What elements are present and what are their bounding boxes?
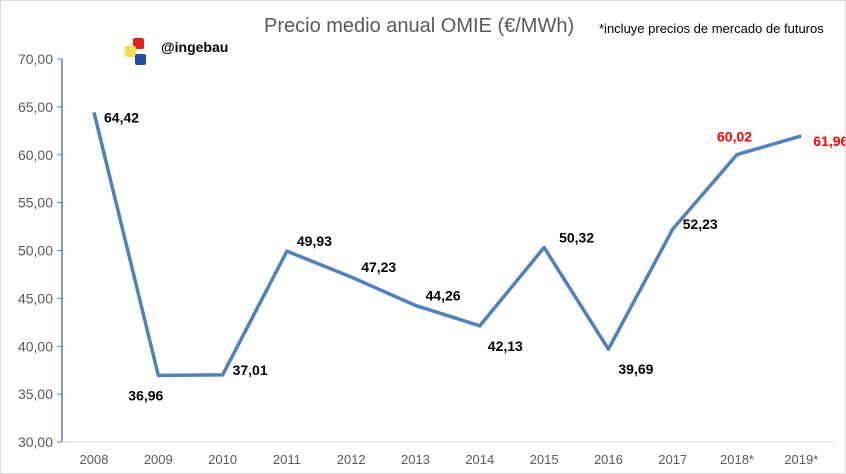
- x-tick-label: 2017: [658, 452, 687, 467]
- x-tick-label: 2018*: [720, 452, 754, 467]
- chart-note: *incluye precios de mercado de futuros: [599, 21, 824, 36]
- y-tick-label: 30,00: [18, 434, 53, 450]
- data-label: 50,32: [559, 229, 594, 245]
- y-tick-label: 60,00: [18, 147, 53, 163]
- data-label: 52,23: [683, 216, 718, 232]
- data-label: 49,93: [297, 233, 332, 249]
- x-tick-label: 2009: [144, 452, 173, 467]
- x-tick-label: 2015: [530, 452, 559, 467]
- y-tick-label: 55,00: [18, 195, 53, 211]
- data-label: 60,02: [717, 129, 752, 145]
- chart-title: Precio medio anual OMIE (€/MWh): [264, 15, 575, 37]
- y-tick-label: 45,00: [18, 290, 53, 306]
- y-tick-label: 70,00: [18, 51, 53, 67]
- brand-handle: @ingebau: [161, 39, 229, 55]
- series-line: [92, 112, 802, 378]
- x-tick-label: 2014: [465, 452, 494, 467]
- x-tick-label: 2011: [273, 452, 301, 467]
- x-tick-label: 2016: [594, 452, 623, 467]
- y-tick-label: 40,00: [18, 338, 53, 354]
- data-label: 39,69: [618, 361, 653, 377]
- logo-yellow-square: [125, 46, 136, 57]
- x-tick-label: 2019*: [784, 452, 818, 467]
- logo-red-square: [133, 38, 144, 49]
- data-label: 44,26: [426, 287, 461, 303]
- x-tick-label: 2013: [401, 452, 430, 467]
- data-label: 61,96: [813, 133, 846, 149]
- y-tick-label: 50,00: [18, 243, 53, 259]
- data-label: 36,96: [128, 387, 163, 403]
- y-tick-label: 65,00: [18, 99, 53, 115]
- data-label: 37,01: [233, 362, 268, 378]
- logo-blue-square: [135, 54, 146, 65]
- x-tick-label: 2012: [337, 452, 366, 467]
- data-label: 47,23: [361, 259, 396, 275]
- x-tick-label: 2008: [80, 452, 109, 467]
- x-tick-label: 2010: [208, 452, 237, 467]
- y-tick-label: 35,00: [18, 386, 53, 402]
- data-label: 42,13: [488, 338, 523, 354]
- data-label: 64,42: [104, 109, 139, 125]
